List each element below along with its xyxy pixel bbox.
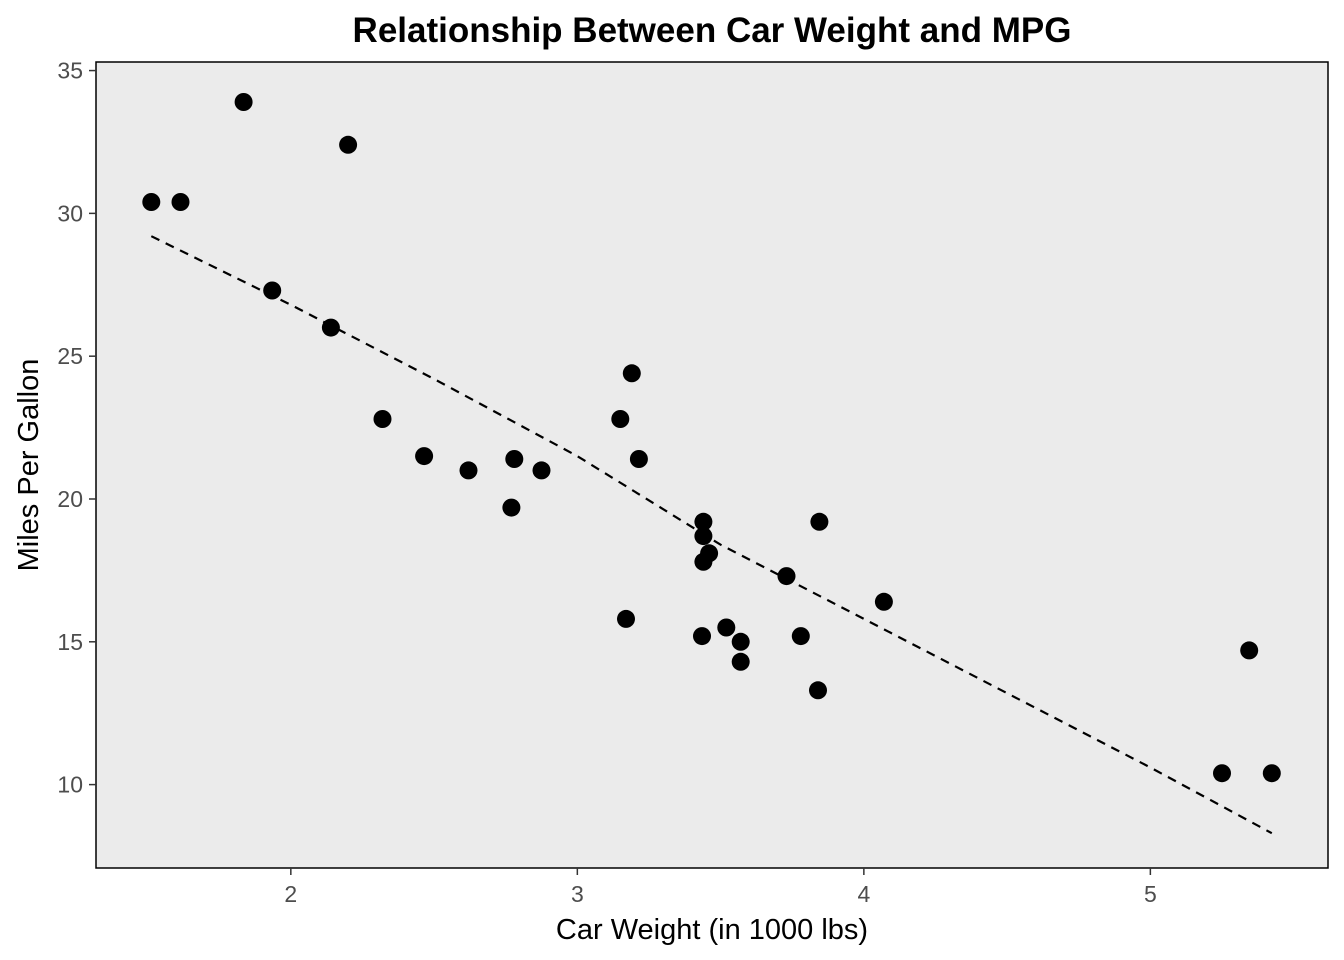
data-point <box>263 281 282 300</box>
data-point <box>234 93 253 111</box>
data-point <box>1213 764 1231 783</box>
data-point <box>791 627 810 646</box>
data-point <box>171 193 190 211</box>
data-point <box>622 364 641 383</box>
x-tick-label: 5 <box>1144 881 1157 907</box>
y-tick-label: 15 <box>57 629 83 655</box>
data-point <box>459 461 478 480</box>
plot-panel <box>95 61 1329 869</box>
data-point <box>339 135 358 154</box>
data-point <box>373 410 392 428</box>
y-tick-label: 30 <box>57 200 83 226</box>
data-point <box>777 567 796 586</box>
data-point <box>694 552 713 571</box>
data-point <box>809 681 827 700</box>
data-points <box>142 93 1281 783</box>
data-point <box>142 193 161 211</box>
data-point <box>505 450 524 468</box>
data-point <box>415 447 434 466</box>
data-point <box>731 632 750 651</box>
data-point <box>694 512 713 531</box>
data-point <box>731 652 750 671</box>
data-point <box>1262 764 1281 783</box>
chart-title: Relationship Between Car Weight and MPG <box>353 11 1072 50</box>
data-point <box>694 527 713 546</box>
y-tick-label: 25 <box>57 343 83 369</box>
data-point <box>617 609 635 628</box>
x-tick-label: 2 <box>284 881 297 907</box>
data-point <box>693 627 711 646</box>
data-point <box>321 318 340 337</box>
data-point <box>502 498 521 517</box>
y-tick-label: 10 <box>57 772 83 798</box>
x-tick-label: 4 <box>857 881 870 907</box>
x-axis: 2 3 4 5 <box>284 868 1157 907</box>
data-point <box>717 618 736 637</box>
y-axis: 10 15 20 25 30 35 <box>57 58 96 798</box>
y-axis-label: Miles Per Gallon <box>13 359 45 572</box>
data-point <box>629 450 648 468</box>
data-point <box>874 592 893 611</box>
data-point <box>532 461 551 480</box>
data-point <box>1240 641 1259 660</box>
x-axis-label: Car Weight (in 1000 lbs) <box>556 914 868 946</box>
x-tick-label: 3 <box>571 881 584 907</box>
y-tick-label: 35 <box>57 58 83 84</box>
data-point <box>810 512 829 531</box>
data-point <box>611 410 630 428</box>
y-tick-label: 20 <box>57 486 83 512</box>
